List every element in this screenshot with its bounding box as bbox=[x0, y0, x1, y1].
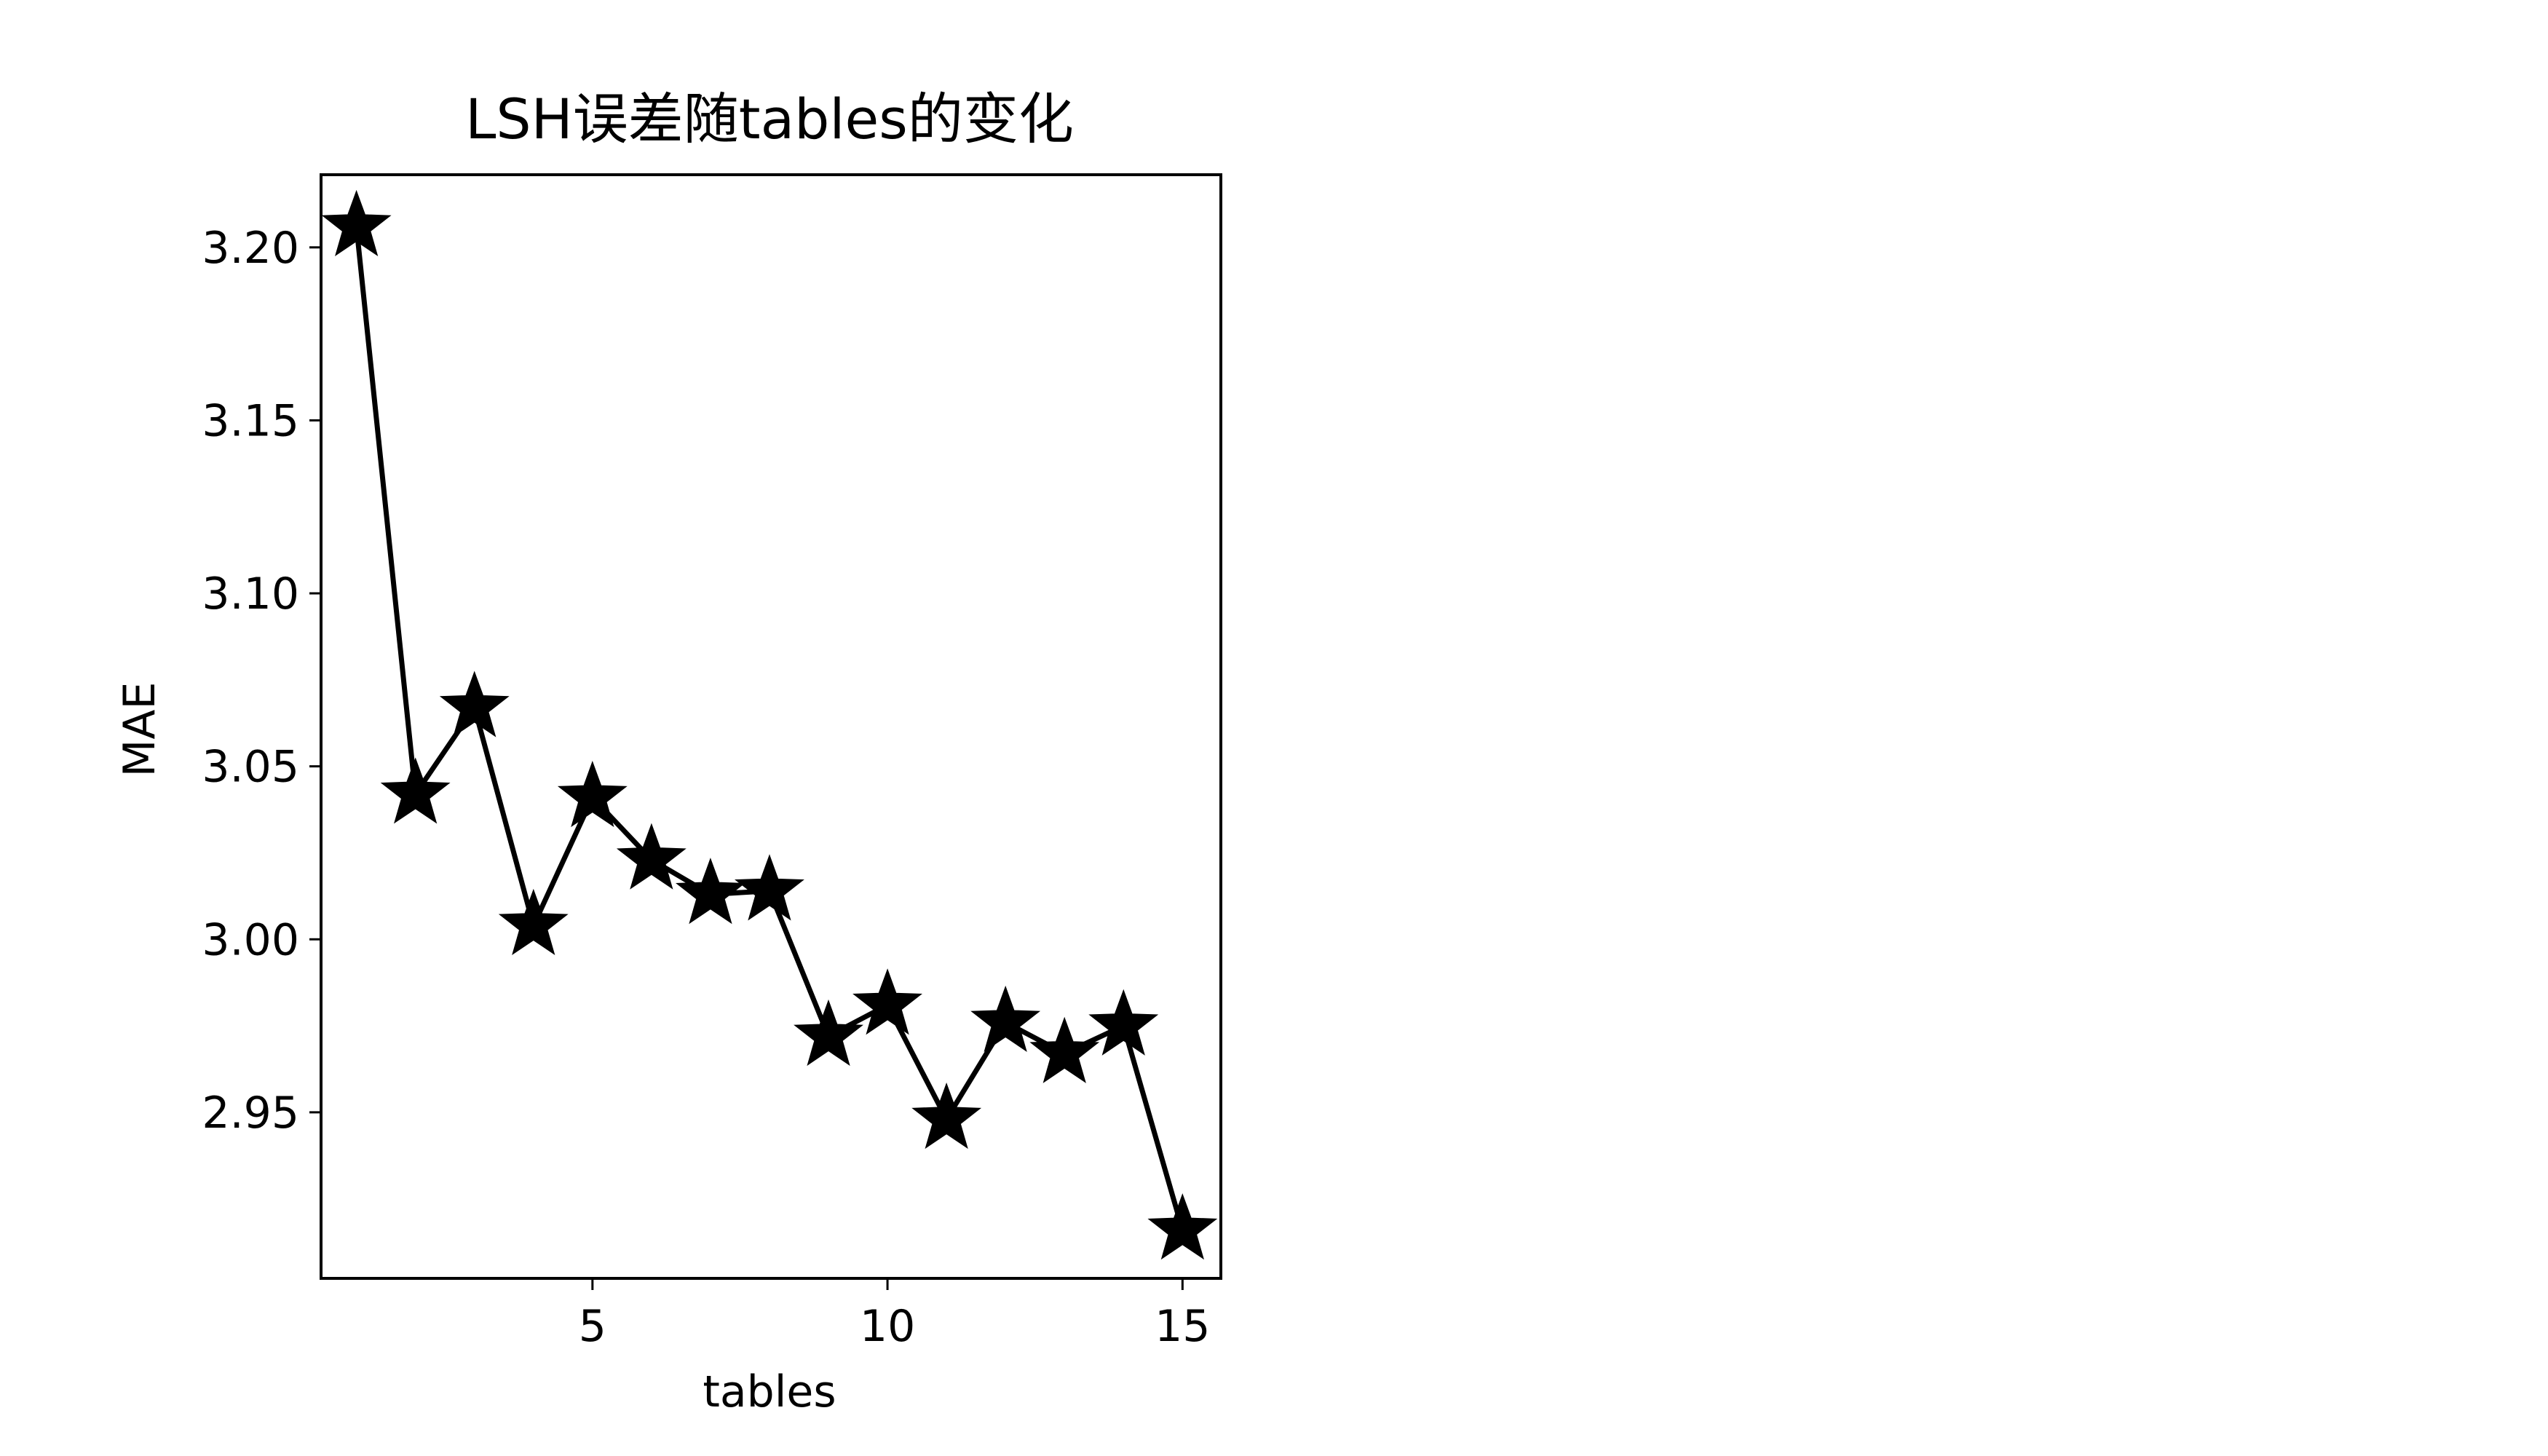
data-point-star bbox=[1088, 989, 1159, 1056]
y-tick-label: 3.00 bbox=[202, 914, 299, 965]
y-axis-label: MAE bbox=[114, 682, 165, 778]
y-tick-label: 2.95 bbox=[202, 1088, 299, 1139]
data-point-star bbox=[498, 888, 569, 956]
y-tick-label: 3.20 bbox=[202, 223, 299, 274]
data-point-star bbox=[380, 757, 451, 824]
x-tick-label: 10 bbox=[860, 1301, 915, 1352]
x-axis-label: tables bbox=[703, 1366, 836, 1417]
data-point-star bbox=[557, 761, 628, 828]
y-tick-label: 3.05 bbox=[202, 742, 299, 793]
axes-frame bbox=[320, 173, 1222, 1280]
data-point-star bbox=[1147, 1193, 1218, 1260]
x-tick-label: 5 bbox=[579, 1301, 606, 1352]
data-point-star bbox=[970, 985, 1041, 1053]
data-point-star bbox=[676, 858, 745, 925]
data-point-star bbox=[911, 1083, 982, 1150]
plot-area bbox=[321, 189, 1218, 1260]
data-point-star bbox=[616, 823, 687, 890]
data-point-star bbox=[794, 999, 863, 1067]
data-point-star bbox=[321, 189, 392, 257]
data-point-star bbox=[852, 968, 922, 1035]
data-point-star bbox=[439, 670, 510, 737]
x-tick-label: 15 bbox=[1155, 1301, 1210, 1352]
y-tick-label: 3.10 bbox=[202, 569, 299, 620]
y-tick-label: 3.15 bbox=[202, 395, 299, 446]
chart-title: LSH误差随tables的变化 bbox=[465, 87, 1074, 151]
data-point-star bbox=[735, 854, 804, 921]
data-point-star bbox=[1029, 1016, 1100, 1083]
axis-ticks: 5 10 15 2.95 3.00 3.05 3.10 3.15 3.20 bbox=[202, 223, 1210, 1352]
